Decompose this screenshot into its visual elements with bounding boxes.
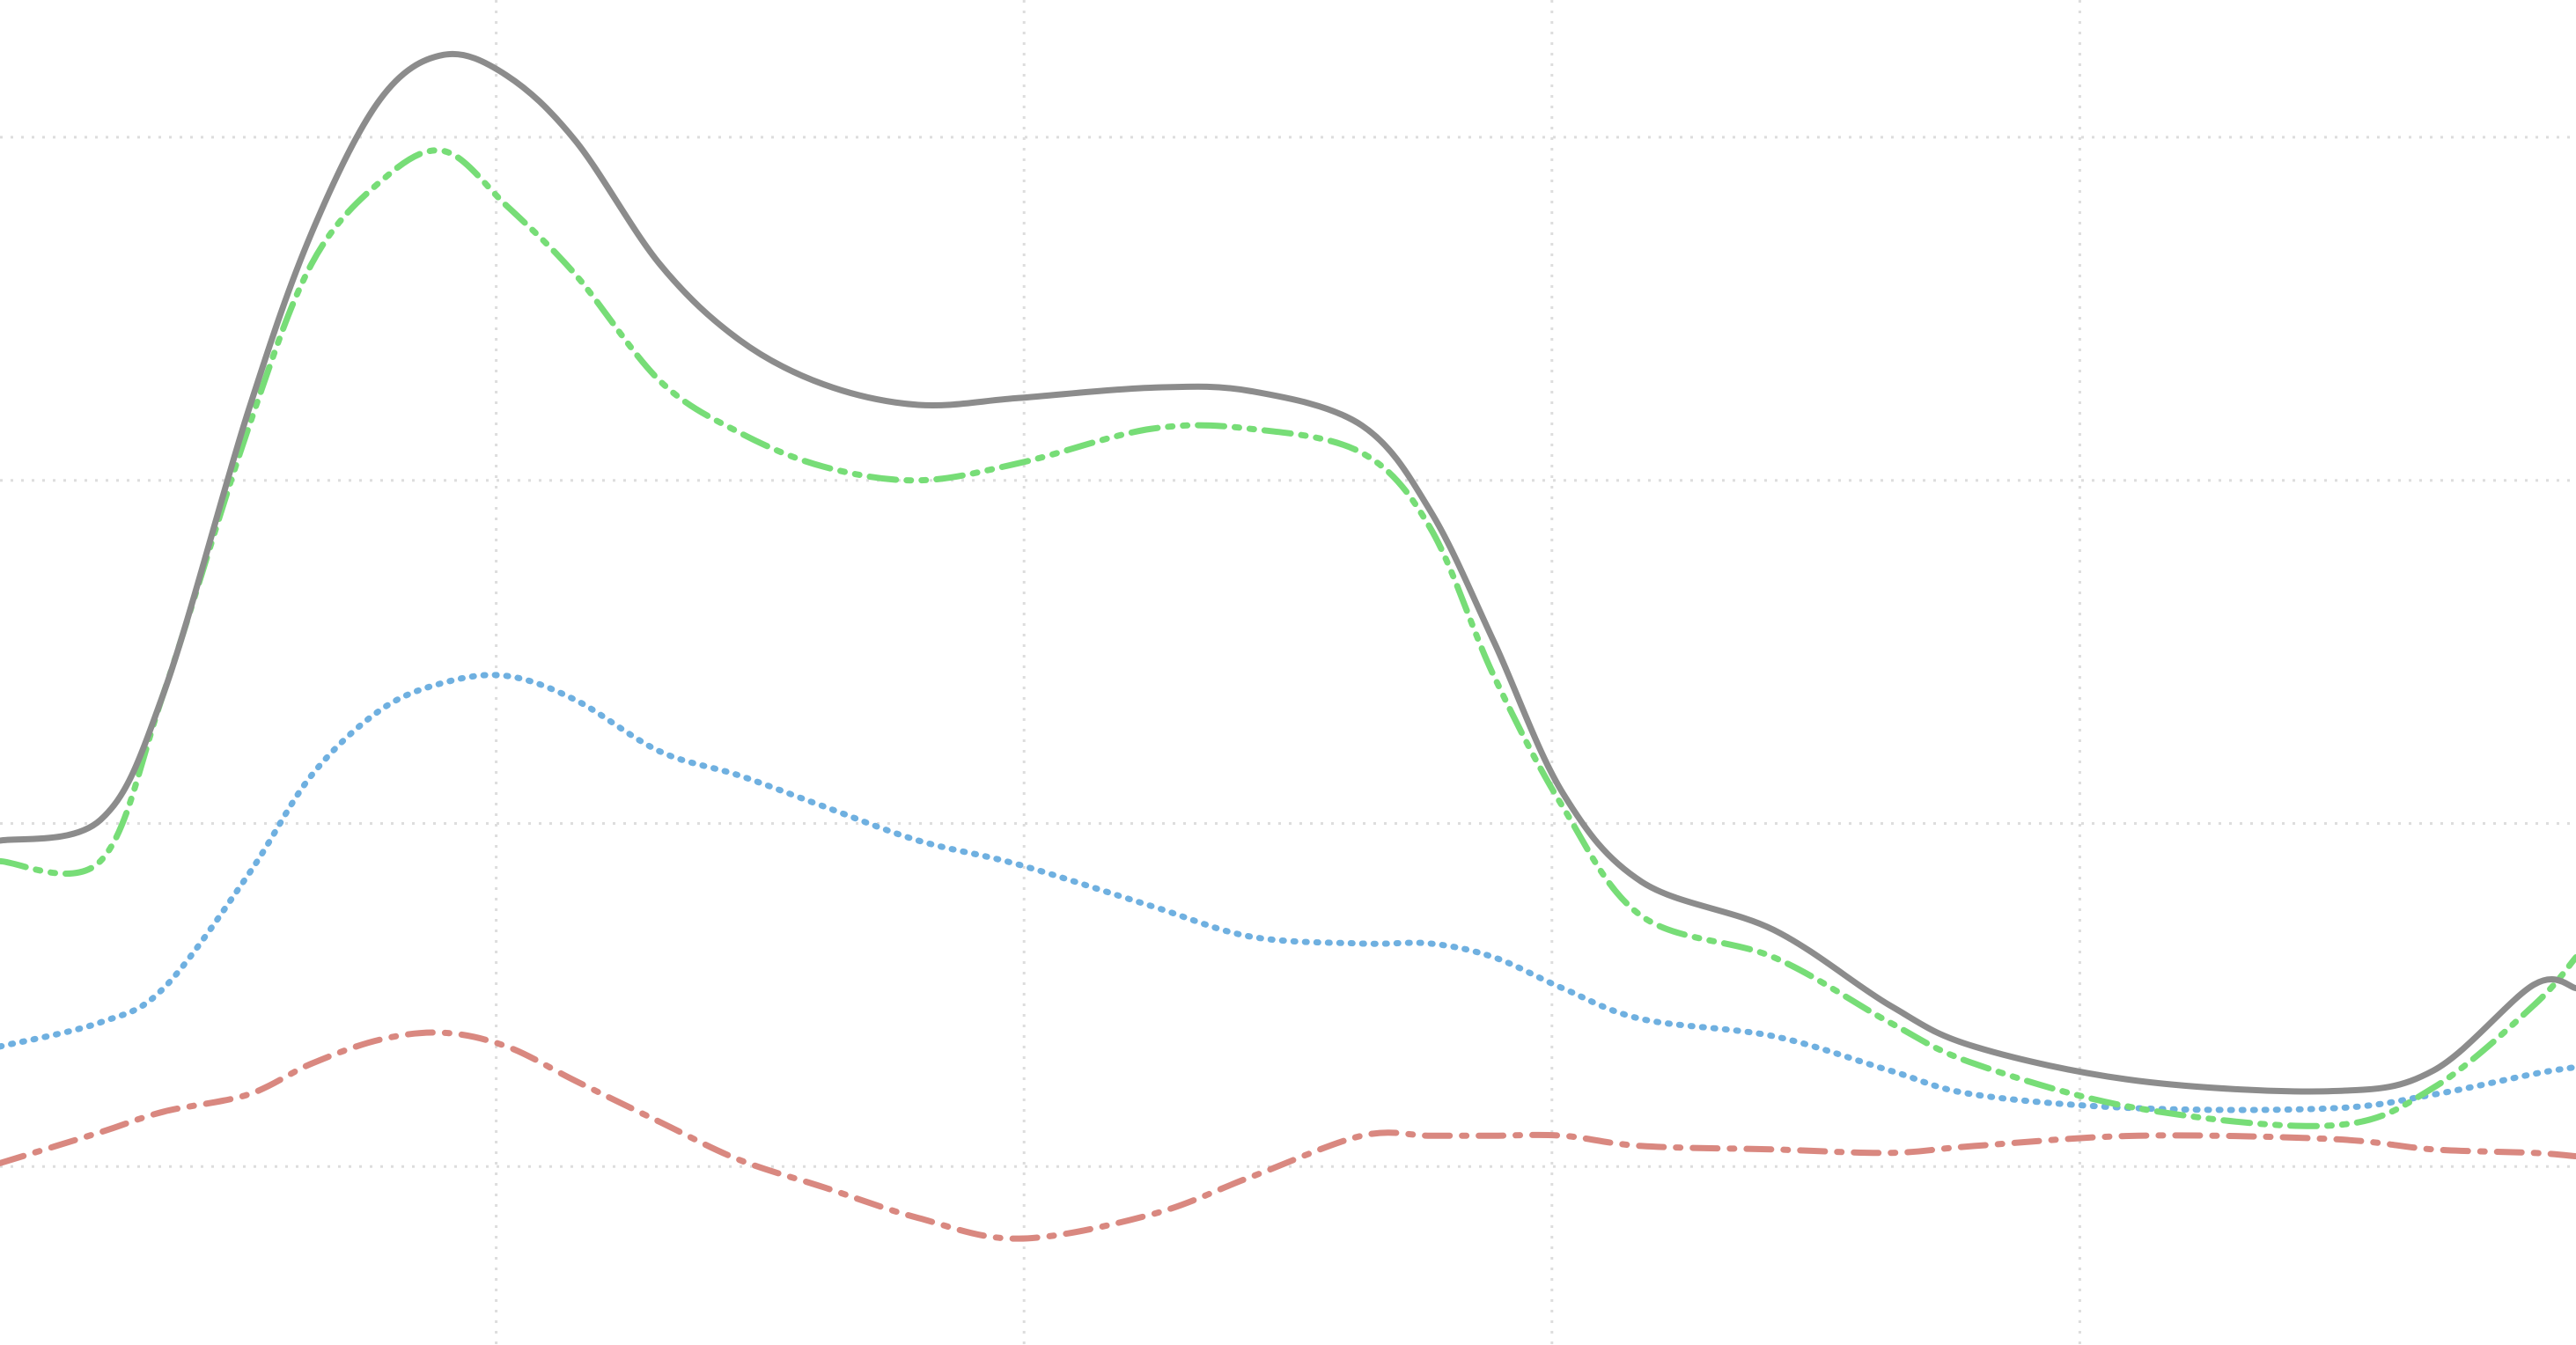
series-line bbox=[0, 147, 2576, 1129]
series-line bbox=[0, 672, 2576, 1113]
series-line bbox=[0, 1029, 2576, 1242]
series-line bbox=[0, 50, 2576, 1095]
